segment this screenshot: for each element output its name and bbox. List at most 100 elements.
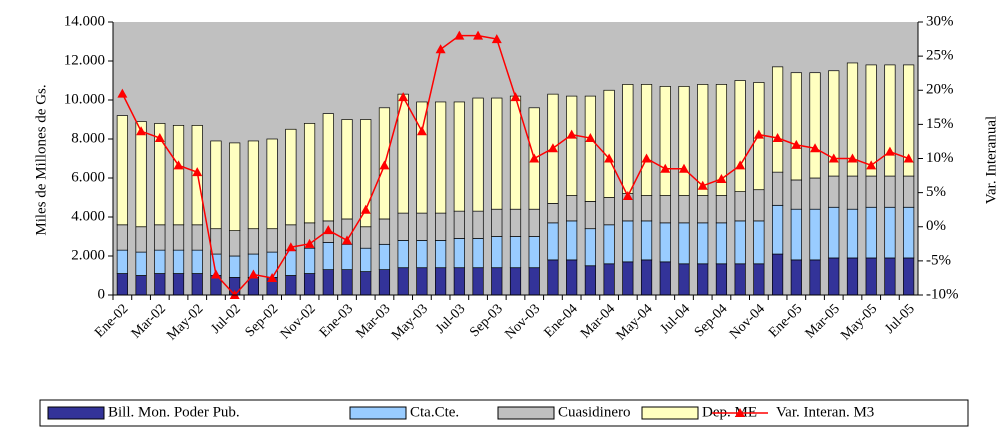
bar-segment	[378, 269, 391, 296]
bar-segment	[341, 243, 353, 271]
bar-segment	[453, 238, 465, 269]
bar-segment	[116, 115, 128, 226]
x-tick-label: Nov-02	[278, 301, 319, 342]
bar-segment	[135, 275, 147, 296]
x-tick-label: Jul-03	[433, 301, 468, 336]
bar-segment	[584, 95, 596, 202]
bar-segment	[772, 66, 784, 173]
bar-segment	[435, 267, 447, 296]
bar-segment	[715, 84, 728, 196]
bar-segment	[753, 263, 765, 296]
line-marker	[791, 139, 802, 149]
bar-segment	[266, 228, 278, 253]
bar-segment	[453, 210, 465, 239]
bar-segment	[846, 62, 859, 177]
bar-segment	[697, 222, 709, 265]
line-marker	[136, 126, 147, 136]
y2-tick-label: 10%	[926, 150, 954, 166]
bar-segment	[828, 257, 840, 296]
line-marker	[604, 153, 615, 163]
line-marker	[810, 143, 821, 153]
bar-segment	[116, 249, 128, 274]
line-marker	[866, 160, 877, 170]
line-marker	[342, 235, 353, 245]
bar-segment	[790, 179, 802, 210]
y-tick-label: 12.000	[64, 52, 105, 68]
bar-segment	[809, 259, 821, 296]
bar-segment	[903, 64, 915, 177]
x-tick-label: Ene-02	[92, 301, 131, 340]
bar-segment	[697, 263, 709, 296]
line-marker	[697, 180, 708, 190]
line-marker	[735, 160, 746, 170]
x-tick-label: Mar-03	[353, 301, 393, 341]
bar-segment	[116, 273, 128, 296]
bar-segment	[547, 203, 559, 224]
bar-segment	[603, 224, 615, 265]
bar-segment	[397, 240, 409, 269]
bar-segment	[734, 80, 746, 193]
y2-tick-label: 15%	[926, 116, 954, 132]
bar-segment	[903, 206, 915, 259]
bar-segment	[509, 95, 522, 210]
line-marker	[903, 153, 914, 163]
bar-segment	[790, 259, 802, 296]
y2-tick-label: 5%	[926, 184, 946, 200]
bar-segment	[172, 224, 185, 251]
bar-segment	[360, 119, 372, 228]
x-tick-label: May-03	[389, 301, 431, 343]
bar-segment	[809, 72, 821, 179]
bar-segment	[360, 247, 372, 272]
line-marker	[210, 269, 221, 279]
bar-segment	[846, 257, 859, 296]
bar-segment	[472, 267, 484, 296]
bar-segment	[865, 175, 877, 208]
bar-segment	[172, 249, 185, 274]
bar-segment	[491, 97, 503, 210]
x-tick-label: Jul-02	[208, 301, 243, 336]
bar-segment	[753, 189, 765, 222]
line-marker	[267, 272, 278, 282]
bar-segment	[640, 84, 653, 196]
bar-segment	[584, 228, 596, 267]
bar-segment	[547, 222, 559, 261]
bar-segment	[734, 263, 746, 296]
bar-segment	[865, 257, 877, 296]
bar-segment	[435, 240, 447, 269]
bar-segment	[491, 208, 503, 237]
bar-segment	[247, 277, 259, 296]
line-marker	[828, 153, 839, 163]
bar-segment	[828, 175, 840, 208]
bar-segment	[491, 236, 503, 269]
bar-segment	[266, 138, 278, 230]
bar-segment	[828, 70, 840, 177]
line-marker	[360, 204, 371, 214]
bar-segment	[528, 267, 540, 296]
line-marker	[154, 133, 165, 143]
line-marker	[641, 153, 652, 163]
bar-segment	[715, 263, 728, 296]
bar-segment	[472, 97, 484, 212]
y-tick-label: 0	[98, 286, 106, 302]
x-tick-label: Ene-04	[542, 301, 581, 340]
line-marker	[398, 92, 409, 102]
y2-tick-label: 25%	[926, 48, 954, 64]
bar-segment	[846, 175, 859, 210]
bar-segment	[846, 208, 859, 259]
bar-segment	[790, 208, 802, 261]
bar-segment	[715, 222, 728, 265]
line-marker	[192, 167, 203, 177]
line-marker	[753, 129, 764, 139]
legend-swatch	[47, 406, 105, 420]
bar-segment	[154, 123, 166, 226]
bar-segment	[135, 226, 147, 253]
line-marker	[529, 153, 540, 163]
bar-segment	[191, 224, 203, 251]
line-marker	[454, 30, 465, 40]
bar-segment	[865, 64, 877, 177]
y2-tick-label: 0%	[926, 218, 946, 234]
bar-segment	[772, 253, 784, 296]
bar-segment	[678, 263, 690, 296]
bar-segment	[341, 119, 353, 220]
